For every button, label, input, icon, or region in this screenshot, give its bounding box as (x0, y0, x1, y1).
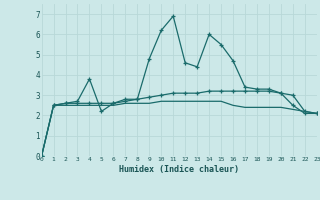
X-axis label: Humidex (Indice chaleur): Humidex (Indice chaleur) (119, 165, 239, 174)
